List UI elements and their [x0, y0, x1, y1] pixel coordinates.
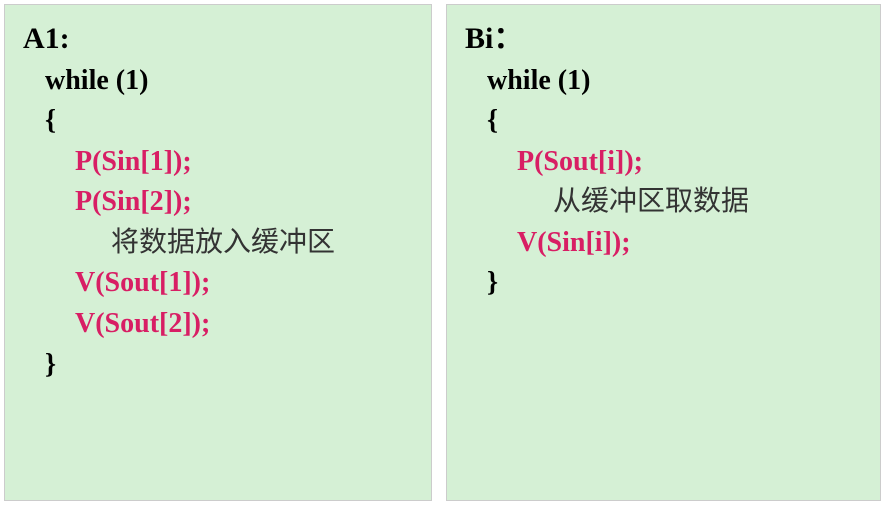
- op-v-sin-i: V(Sin[i]);: [465, 223, 862, 264]
- comment-put: 将数据放入缓冲区: [23, 223, 413, 264]
- brace-close: }: [23, 345, 413, 386]
- brace-open: {: [465, 101, 862, 142]
- op-p-sout-i: P(Sout[i]);: [465, 142, 862, 183]
- op-v-sout1: V(Sout[1]);: [23, 263, 413, 304]
- brace-close: }: [465, 263, 862, 304]
- brace-open: {: [23, 101, 413, 142]
- op-p-sin1: P(Sin[1]);: [23, 142, 413, 183]
- code-panel-a1: A1: while (1) { P(Sin[1]); P(Sin[2]); 将数…: [4, 4, 432, 501]
- code-panel-bi: Bi： while (1) { P(Sout[i]); 从缓冲区取数据 V(Si…: [446, 4, 881, 501]
- panel-title-a1: A1:: [23, 17, 413, 61]
- comment-get: 从缓冲区取数据: [465, 182, 862, 223]
- while-keyword: while (1): [23, 61, 413, 102]
- op-v-sout2: V(Sout[2]);: [23, 304, 413, 345]
- panel-title-bi: Bi：: [465, 17, 862, 61]
- while-keyword: while (1): [465, 61, 862, 102]
- op-p-sin2: P(Sin[2]);: [23, 182, 413, 223]
